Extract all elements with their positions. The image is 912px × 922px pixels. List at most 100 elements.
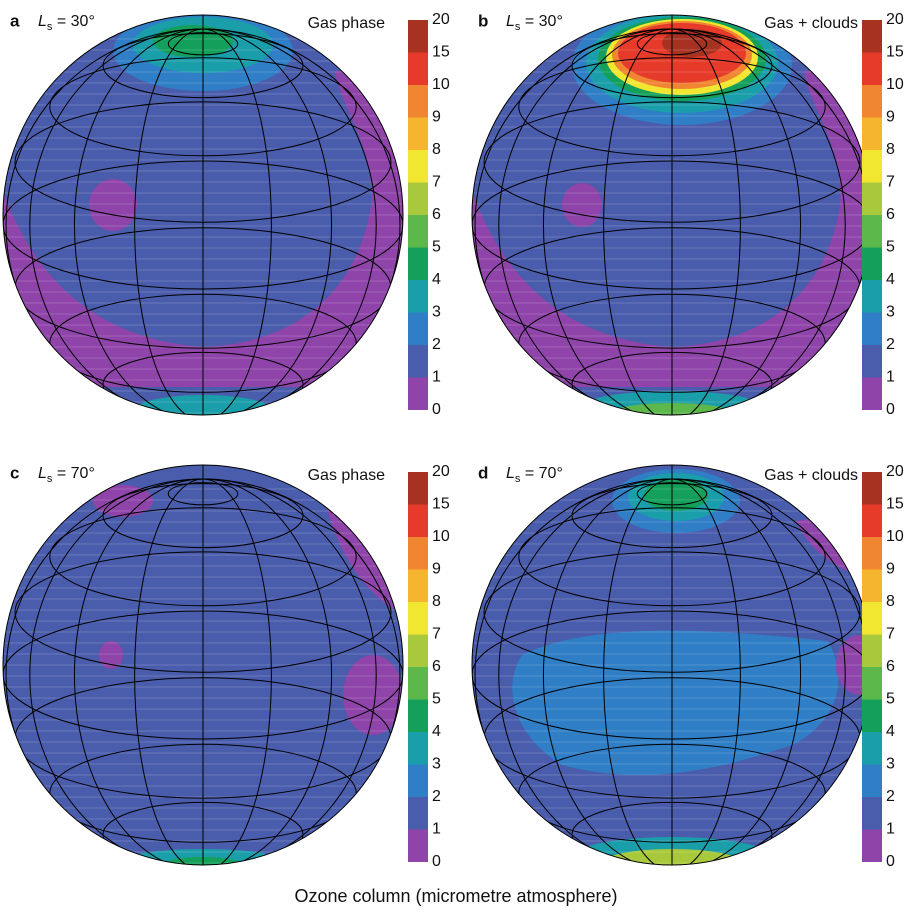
globe [472, 465, 892, 877]
ls-value: = 30° [52, 13, 94, 30]
colorbar-tick-label: 2 [432, 336, 441, 353]
panel-letter: b [478, 11, 488, 30]
colorbar-segment [862, 472, 882, 505]
colorbar-segment [408, 248, 428, 281]
colorbar-tick-label: 8 [432, 593, 441, 610]
colorbar-tick-label: 5 [432, 691, 441, 708]
colorbar-tick-label: 10 [432, 528, 450, 545]
colorbar-tick-label: 20 [886, 11, 904, 28]
colorbar-segment [408, 345, 428, 378]
colorbar-segment [408, 472, 428, 505]
colorbar-segment [862, 830, 882, 863]
colorbar-tick-label: 15 [432, 44, 450, 61]
colorbar-tick-label: 4 [432, 723, 441, 740]
colorbar-tick-label: 20 [886, 463, 904, 480]
colorbar-tick-label: 9 [432, 561, 441, 578]
colorbar-segment [862, 667, 882, 700]
colorbar-segment [408, 20, 428, 53]
colorbar-tick-label: 7 [886, 626, 895, 643]
colorbar-tick-label: 20 [432, 11, 450, 28]
colorbar-tick-label: 3 [432, 756, 441, 773]
colorbar-tick-label: 15 [432, 496, 450, 513]
colorbar-tick-label: 2 [432, 788, 441, 805]
colorbar-segment [862, 635, 882, 668]
colorbar-tick-label: 1 [432, 369, 441, 386]
season-label: Ls = 30° [506, 13, 563, 33]
colorbar-tick-label: 15 [886, 496, 904, 513]
colorbar-segment [862, 700, 882, 733]
figure: Ozone column (micrometre atmosphere) a Ls… [0, 0, 912, 917]
colorbar-tick-label: 3 [886, 304, 895, 321]
colorbar-tick-label: 0 [432, 401, 441, 418]
colorbar-segment [408, 570, 428, 603]
colorbar-segment [408, 667, 428, 700]
colorbar-segment [862, 345, 882, 378]
colorbar-tick-label: 4 [432, 271, 441, 288]
colorbar-tick-label: 0 [432, 853, 441, 870]
colorbar-tick-label: 9 [886, 109, 895, 126]
season-label: Ls = 70° [38, 465, 95, 485]
colorbar-tick-label: 1 [886, 821, 895, 838]
colorbar-tick-label: 4 [886, 723, 895, 740]
globe [0, 11, 423, 435]
colorbar-tick-label: 1 [432, 821, 441, 838]
colorbar-tick-label: 6 [886, 658, 895, 675]
colorbar-segment [862, 280, 882, 313]
ls-symbol: L [506, 465, 515, 482]
colorbar-segment [862, 602, 882, 635]
colorbar-segment [862, 20, 882, 53]
phase-label: Gas phase [308, 15, 385, 32]
season-label: Ls = 70° [506, 465, 563, 485]
colorbar-tick-label: 10 [432, 76, 450, 93]
ozone-region [562, 183, 602, 227]
colorbar-tick-label: 6 [432, 658, 441, 675]
colorbar-segment [862, 215, 882, 248]
colorbar-tick-label: 2 [886, 336, 895, 353]
colorbar-tick-label: 7 [886, 174, 895, 191]
ls-symbol: L [506, 13, 515, 30]
colorbar-tick-label: 8 [432, 141, 441, 158]
colorbar-tick-label: 6 [432, 206, 441, 223]
colorbar-segment [408, 313, 428, 346]
colorbar-segment [408, 537, 428, 570]
colorbar-segment [408, 85, 428, 118]
colorbar-segment [862, 150, 882, 183]
colorbar-segment [862, 797, 882, 830]
globe [3, 465, 423, 873]
panel-letter: c [10, 463, 19, 482]
ozone-region [89, 179, 137, 231]
colorbar-tick-label: 2 [886, 788, 895, 805]
phase-label: Gas + clouds [764, 15, 858, 32]
colorbar-tick-label: 10 [886, 528, 904, 545]
colorbar-segment [408, 215, 428, 248]
colorbar-tick-label: 8 [886, 141, 895, 158]
caption: Ozone column (micrometre atmosphere) [294, 886, 617, 906]
colorbar-tick-label: 1 [886, 369, 895, 386]
colorbar-segment [408, 378, 428, 411]
ls-value: = 70° [520, 465, 562, 482]
colorbar-tick-label: 4 [886, 271, 895, 288]
colorbar-tick-label: 5 [886, 691, 895, 708]
colorbar-segment [408, 183, 428, 216]
colorbar-tick-label: 15 [886, 44, 904, 61]
panel-letter: a [10, 11, 20, 30]
colorbar-tick-label: 3 [432, 304, 441, 321]
colorbar-segment [408, 602, 428, 635]
colorbar-segment [862, 183, 882, 216]
ls-symbol: L [38, 465, 47, 482]
colorbar-tick-label: 7 [432, 174, 441, 191]
colorbar-segment [862, 537, 882, 570]
colorbar-segment [862, 248, 882, 281]
ls-value: = 70° [52, 465, 94, 482]
colorbar-segment [408, 830, 428, 863]
colorbar-segment [408, 53, 428, 86]
colorbar-tick-label: 5 [886, 239, 895, 256]
colorbar-segment [862, 118, 882, 151]
colorbar-segment [408, 732, 428, 765]
colorbar-tick-label: 0 [886, 401, 895, 418]
colorbar-segment [408, 118, 428, 151]
colorbar-segment [408, 797, 428, 830]
colorbar-segment [408, 505, 428, 538]
colorbar-tick-label: 7 [432, 626, 441, 643]
colorbar-segment [862, 765, 882, 798]
